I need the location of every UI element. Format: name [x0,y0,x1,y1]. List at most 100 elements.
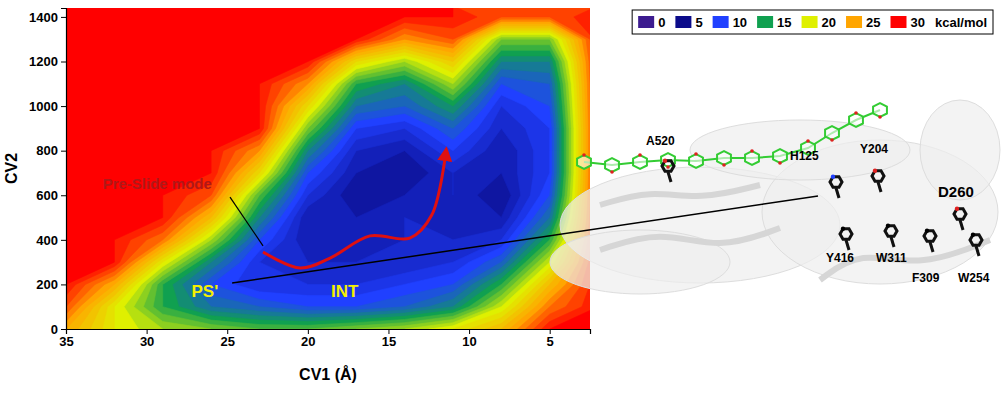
residue-atom [873,169,877,173]
contour-band [66,8,590,329]
residue-label: Y204 [860,142,888,156]
tick: 30 [140,329,154,349]
sugar-ring [849,113,863,127]
y-axis: 0200400600800100012001400 [29,9,66,337]
sugar-ring [873,103,887,117]
chain-backbone [584,110,880,165]
tick-label: 15 [382,334,396,349]
residue-atom [971,233,975,237]
tick-mark [61,195,66,196]
oxygen-atom [778,161,782,165]
residue-label: W311 [876,251,907,265]
oxygen-atom [638,153,642,157]
contour-band [66,8,590,329]
residue-stick [960,220,963,230]
tick: 1000 [29,99,66,114]
tick-label: 10 [462,334,476,349]
contour-band [66,8,590,329]
pathway-arrow [263,152,446,268]
legend-label: 5 [695,15,702,30]
residue-atom [831,175,835,179]
protein-surface [920,100,1000,200]
tick-label: 400 [36,232,58,247]
oxygen-atom [830,138,834,142]
sugar-ring [717,151,731,165]
tick-label: 20 [301,334,315,349]
contour-fill [66,8,590,329]
residue-stick [668,172,671,182]
protein-surface [690,120,910,180]
tick: 10 [462,329,476,349]
residue-stick [878,182,881,192]
legend-label: 0 [658,15,665,30]
residue-label: W254 [958,271,990,285]
oxygen-atom [806,139,810,143]
tick-label: 35 [59,334,73,349]
contour-band [66,8,590,329]
legend-box [632,10,993,34]
residue-stick [846,240,849,250]
chart-root: 35302520151050200400600800100012001400CV… [0,0,1003,394]
tick: 200 [36,277,66,292]
residue-label: F309 [912,271,940,285]
contour-band [66,8,590,329]
contour-band [66,8,590,329]
tick-label: 800 [36,143,58,158]
tick: 400 [36,232,66,247]
tick: 35 [59,329,73,349]
legend-swatch [638,16,654,28]
tick: 600 [36,188,66,203]
sugar-ring [745,151,759,165]
tick: 15 [382,329,396,349]
tick-label: 0 [51,322,58,337]
y-axis-line [61,9,67,330]
protein-ribbon [600,185,760,205]
x-axis-title: CV1 (Å) [299,365,357,383]
contour-band [66,8,590,329]
tick-label: 600 [36,188,58,203]
contour-band [66,8,590,329]
contour-band [66,8,590,329]
tick: 20 [301,329,315,349]
oxygen-atom [722,163,726,167]
residue-atom [886,224,890,228]
contour-band [66,8,590,329]
sugar-ring [689,154,703,168]
contour-band [66,8,590,329]
pointer-line [230,197,263,246]
annotation: PS' [191,282,218,301]
y-axis-title: CV2 [3,153,20,184]
legend-label: 30 [911,15,925,30]
tick: 5 [547,329,554,349]
tick-mark [61,151,66,152]
contour-band [66,8,590,329]
oxygen-atom [854,111,858,115]
tick-label: 25 [220,334,234,349]
legend-label: 15 [777,15,791,30]
legend-swatch [675,16,691,28]
tick: 0 [51,322,66,337]
contour-fill [66,8,590,329]
protein-ribbon [600,228,780,250]
tick-mark [61,106,66,107]
oxygen-atom [666,165,670,169]
annotation: INT [331,282,359,301]
oxygen-atom [610,170,614,174]
contour-band [66,8,590,329]
contour-band [66,8,590,329]
contour-band [66,8,590,329]
residue-atom [663,159,667,163]
tick-mark [61,284,66,285]
residue-stick [836,188,839,198]
tick-label: 1200 [29,54,58,69]
legend-swatch [757,16,773,28]
oxygen-atom [582,153,586,157]
tick: 1200 [29,54,66,69]
contour-band [66,8,590,329]
legend: 051015202530kcal/mol [632,10,993,34]
oxygen-atom [694,152,698,156]
sugar-ring [577,155,591,169]
oxygen-atom [878,115,882,119]
tick-label: 5 [547,334,554,349]
contour-band [66,8,590,329]
